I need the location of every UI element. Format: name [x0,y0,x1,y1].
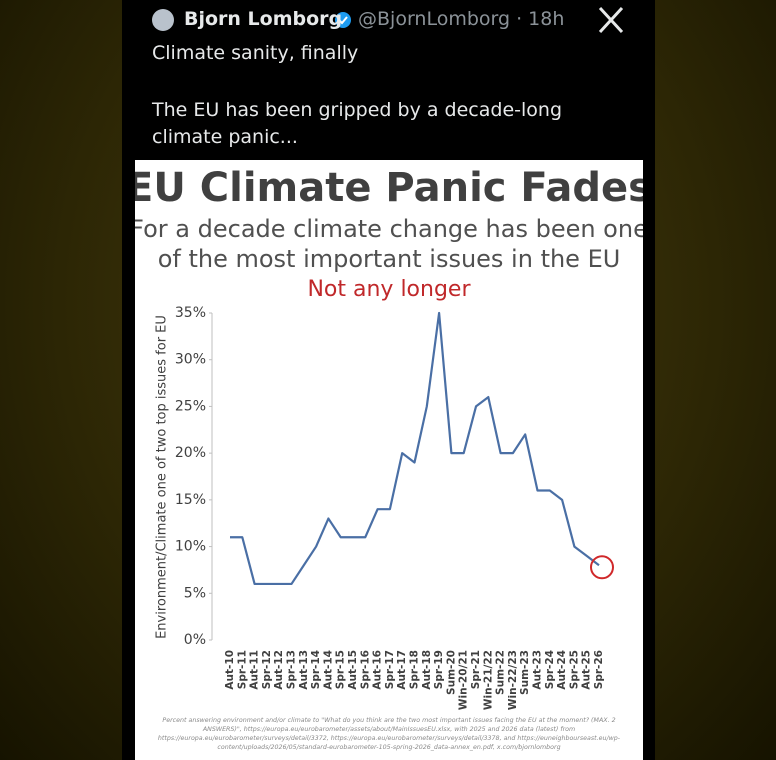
x-tick-label: Spr-13 [286,650,298,689]
chart-title: EU Climate Panic Fades [135,165,643,211]
x-tick-label: Sum-22 [495,650,507,695]
x-tick-label: Sum-20 [445,650,457,695]
y-axis-label: Environment/Climate one of two top issue… [155,315,170,639]
verified-check [338,16,348,25]
x-tick-label: Aut-10 [224,650,236,690]
tweet-text: The EU has been gripped by a decade-long… [152,99,563,148]
y-tick-label: 30% [175,352,206,368]
y-tick-label: 20% [175,445,206,461]
chart-subtitle: For a decade climate change has been one [135,215,643,243]
chart-card: EU Climate Panic Fades For a decade clim… [135,160,643,760]
x-tick-label: Spr-17 [384,650,396,689]
author-meta[interactable]: @BjornLomborg · 18h [358,8,565,30]
x-tick-label: Spr-12 [261,650,273,689]
annotation: Not any longer [307,277,471,302]
y-tick-label: 25% [175,398,206,414]
author-name[interactable]: Bjorn Lomborg [184,8,343,30]
y-tick-label: 10% [175,539,206,555]
y-tick-label: 15% [175,492,206,508]
x-tick-label: Spr-25 [568,650,580,689]
x-tick-label: Spr-11 [236,650,248,689]
x-tick-label: Spr-26 [593,650,605,689]
x-tick-label: Win-20/21 [458,650,470,710]
x-tick-label: Spr-18 [409,650,421,689]
x-tick-label: Aut-14 [322,650,334,690]
x-tick-label: Spr-16 [359,650,371,689]
chart: EU Climate Panic Fades For a decade clim… [135,165,643,710]
x-tick-label: Win-21/22 [482,650,494,710]
x-tick-label: Spr-19 [433,650,445,689]
footnote: Percent answering environment and/or cli… [157,717,621,751]
x-tick-label: Spr-24 [544,650,556,689]
chart-subtitle: of the most important issues in the EU [158,245,621,273]
y-tick-label: 35% [175,305,206,321]
highlight-circle [590,555,614,580]
x-tick-label: Aut-11 [249,650,261,690]
x-tick-label: Aut-17 [396,650,408,690]
x-tick-label: Aut-12 [273,650,285,690]
y-tick-label: 5% [184,585,206,601]
tweet-text: Climate sanity, finally [152,42,359,64]
x-tick-label: Aut-23 [532,650,544,690]
y-tick-label: 0% [184,632,206,648]
x-tick-label: Aut-18 [421,650,433,690]
tweet-icons [152,6,624,34]
x-tick-label: Win-22/23 [507,650,519,710]
x-tick-label: Aut-13 [298,650,310,690]
x-tick-label: Aut-16 [372,650,384,690]
avatar[interactable] [152,9,174,31]
x-tick-label: Spr-14 [310,650,322,689]
x-tick-label: Aut-24 [556,650,568,690]
x-logo[interactable] [598,6,624,34]
x-tick-label: Spr-15 [335,650,347,689]
verified-badge [335,12,351,28]
x-tick-label: Aut-25 [581,650,593,690]
x-tick-label: Sum-23 [519,650,531,695]
x-tick-label: Spr-21 [470,650,482,689]
data-line [230,311,600,586]
x-tick-label: Aut-15 [347,650,359,690]
